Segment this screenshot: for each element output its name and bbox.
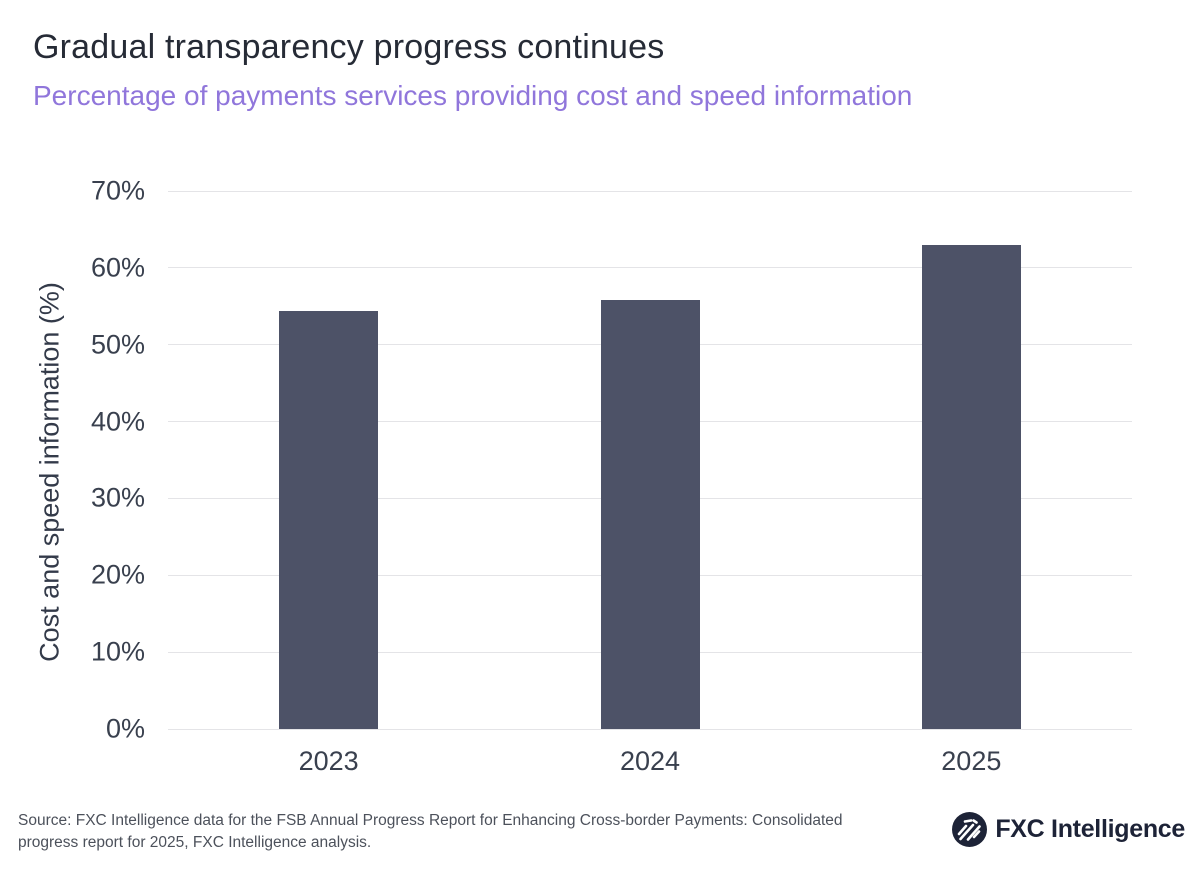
x-tick-label-2025: 2025 — [941, 746, 1002, 776]
source-line-1: Source: FXC Intelligence data for the FS… — [18, 812, 843, 829]
y-tick-label-10: 10% — [90, 636, 145, 667]
fxc-logo-text: FXC Intelligence — [995, 815, 1185, 843]
plot-area: 0% 10% 20% 30% 40% 50% 60% 70% 2023 2024 2025 — [91, 176, 1132, 776]
y-tick-label-30: 30% — [90, 482, 145, 513]
y-tick-label-60: 60% — [90, 252, 145, 283]
y-tick-label-70: 70% — [90, 175, 145, 206]
y-axis-title: Cost and speed information (%) — [34, 282, 65, 662]
bar-2023 — [279, 310, 379, 729]
y-tick-label-20: 20% — [90, 559, 145, 590]
source-line-2: progress report for 2025, FXC Intelligen… — [18, 834, 372, 851]
bar-2024 — [600, 300, 700, 729]
fxc-logo: FXC Intelligence — [952, 812, 1185, 847]
fxc-logo-icon — [952, 812, 988, 847]
y-tick-label-0: 0% — [105, 713, 145, 744]
y-tick-label-40: 40% — [90, 406, 145, 437]
gridline-60 — [168, 267, 1132, 269]
gridline-0 — [168, 728, 1132, 730]
footer: Source: FXC Intelligence data for the FS… — [0, 805, 1200, 875]
gridline-70 — [168, 190, 1132, 192]
x-tick-label-2024: 2024 — [619, 746, 681, 776]
y-tick-label-50: 50% — [90, 329, 145, 360]
chart-title: Gradual transparency progress continues — [33, 28, 665, 66]
source-note: Source: FXC Intelligence data for the FS… — [18, 810, 843, 854]
bar-2025 — [921, 244, 1021, 729]
chart-subtitle: Percentage of payments services providin… — [33, 80, 913, 111]
x-tick-label-2023: 2023 — [298, 746, 359, 776]
